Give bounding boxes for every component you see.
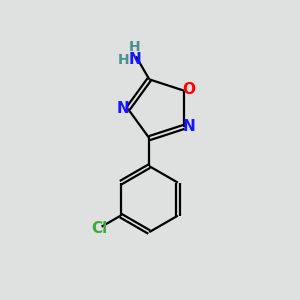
Text: Cl: Cl [91,220,107,236]
Text: N: N [183,119,196,134]
Text: H: H [118,53,130,67]
Text: N: N [128,52,141,68]
Text: H: H [129,40,140,54]
Text: N: N [116,101,129,116]
Text: O: O [183,82,196,97]
